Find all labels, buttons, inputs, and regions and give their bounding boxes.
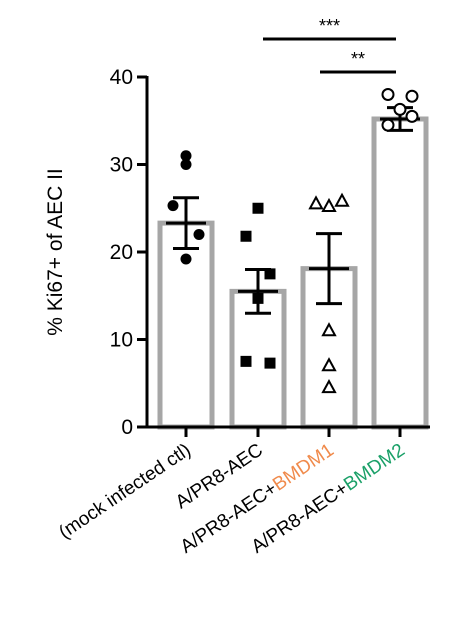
data-point-2-2 [240,230,252,242]
y-axis-label: % Ki67+ of AEC II [44,168,67,336]
data-point-4-1 [381,88,395,101]
data-point-1-5 [180,253,192,265]
data-point-4-3 [393,102,407,116]
data-point-2-6 [264,357,276,369]
data-point-1-2 [180,159,192,170]
significance-layer: ***** [263,16,396,74]
data-point-2-1 [252,202,264,214]
y-tick-label-0: 0 [121,416,133,439]
data-point-2-4 [252,292,264,304]
bar-4 [371,116,429,430]
significance-label-2: ** [351,49,365,69]
data-point-4-4 [405,109,419,123]
data-point-3-4 [321,322,337,337]
x-category-label-1: (mock infected ctl) [55,440,195,544]
data-points-layer [167,88,419,394]
data-point-4-5 [381,118,395,132]
data-point-2-5 [240,355,252,367]
y-tick-label-4: 40 [110,66,133,89]
significance-label-1: *** [319,16,340,36]
y-tick-label-1: 10 [110,329,133,352]
error-bars-layer [166,106,420,315]
data-point-3-3 [321,197,337,212]
data-point-1-3 [167,200,179,212]
data-point-3-6 [321,379,337,394]
y-tick-label-3: 30 [110,154,133,177]
data-point-1-1 [180,150,192,162]
y-tick-label-2: 20 [110,241,133,264]
data-point-4-2 [405,89,419,103]
x-category-label-1-part-1: (mock infected ctl) [55,440,195,544]
data-point-3-1 [308,195,324,210]
bars-layer [157,116,429,430]
data-point-3-5 [321,357,337,372]
x-category-label-4-part-2: BMDM2 [340,440,409,496]
data-point-2-3 [264,268,276,280]
data-point-1-4 [193,229,205,240]
data-point-3-2 [334,192,350,207]
